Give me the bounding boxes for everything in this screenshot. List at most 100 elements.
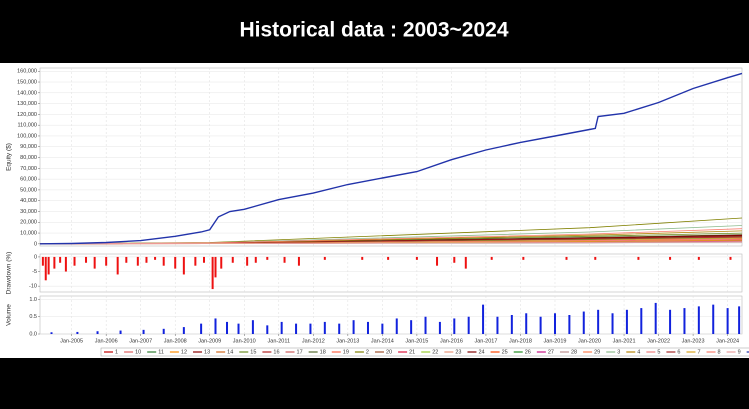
- bar: [338, 323, 341, 334]
- legend-label: 26: [525, 349, 531, 355]
- legend-label: 11: [158, 349, 164, 355]
- bar: [73, 256, 76, 266]
- legend-label: 29: [594, 349, 600, 355]
- y-tick-label: 70,000: [20, 166, 37, 172]
- bar: [64, 256, 67, 272]
- x-tick-label: Jan-2021: [613, 338, 636, 344]
- bar: [116, 256, 119, 275]
- y-axis-label: Drawdown (%): [6, 252, 13, 295]
- legend-label: 25: [502, 349, 508, 355]
- bar: [211, 256, 214, 290]
- series-line: [39, 241, 743, 245]
- bar: [119, 330, 122, 334]
- bar: [683, 308, 686, 334]
- y-tick-label: 110,000: [18, 123, 37, 129]
- y-tick-label: 120,000: [17, 112, 37, 118]
- bar: [251, 320, 254, 334]
- bar: [395, 318, 398, 334]
- plot-frame: [39, 253, 743, 293]
- legend-label: 14: [227, 349, 233, 355]
- legend-label: 17: [297, 349, 303, 355]
- bar: [410, 320, 413, 334]
- bar: [669, 256, 672, 260]
- bar: [283, 256, 286, 263]
- bar: [297, 256, 300, 266]
- y-tick-label: 90,000: [20, 144, 37, 150]
- legend-label: 8: [718, 349, 721, 355]
- bar: [145, 256, 148, 263]
- plot-frame: [39, 67, 743, 247]
- x-tick-label: Jan-2024: [716, 338, 739, 344]
- bar: [568, 315, 571, 334]
- bar: [47, 256, 50, 275]
- bar: [254, 256, 257, 263]
- x-tick-label: Jan-2010: [233, 338, 256, 344]
- bar: [361, 256, 364, 260]
- bar: [482, 304, 485, 334]
- bar: [214, 318, 217, 334]
- legend-label: 7: [697, 349, 700, 355]
- bar: [640, 308, 643, 334]
- legend-label: 22: [432, 349, 438, 355]
- plot-frame: [39, 295, 743, 335]
- bar: [85, 256, 88, 263]
- legend-label: 28: [571, 349, 577, 355]
- bar: [76, 331, 79, 334]
- bar: [226, 321, 229, 334]
- bar: [697, 306, 700, 334]
- bar: [200, 323, 203, 334]
- bar: [565, 256, 568, 260]
- y-tick-label: 140,000: [17, 90, 37, 96]
- bar: [597, 309, 600, 334]
- x-tick-label: Jan-2008: [164, 338, 187, 344]
- bar: [453, 318, 456, 334]
- legend-label: 1: [115, 349, 118, 355]
- legend-label: 10: [135, 349, 141, 355]
- x-tick-label: Jan-2017: [474, 338, 497, 344]
- x-tick-label: Jan-2011: [268, 338, 291, 344]
- x-tick-label: Jan-2006: [95, 338, 118, 344]
- y-tick-label: 0.5: [29, 314, 37, 320]
- y-tick-label: 50,000: [20, 187, 37, 193]
- bar: [654, 302, 657, 334]
- y-tick-label: 30,000: [20, 209, 37, 215]
- bar: [154, 256, 157, 260]
- legend-label: 16: [273, 349, 279, 355]
- bar: [162, 256, 165, 266]
- bar: [611, 313, 614, 334]
- bar: [490, 256, 493, 260]
- y-tick-label: 130,000: [17, 101, 37, 107]
- legend-label: 19: [343, 349, 349, 355]
- bar: [467, 316, 470, 334]
- bar: [231, 256, 234, 263]
- x-tick-label: Jan-2019: [544, 338, 567, 344]
- bar: [453, 256, 456, 263]
- legend-label: 23: [455, 349, 461, 355]
- bar: [387, 256, 390, 260]
- page-title: Historical data : 2003~2024: [239, 19, 508, 42]
- y-tick-label: 60,000: [20, 177, 37, 183]
- bar: [625, 309, 628, 334]
- bar: [44, 256, 47, 281]
- bar: [594, 256, 597, 260]
- bar: [182, 256, 185, 275]
- legend-label: 18: [320, 349, 326, 355]
- bar: [174, 256, 177, 269]
- bar: [142, 329, 145, 334]
- bar: [697, 256, 700, 260]
- bar: [323, 321, 326, 334]
- bar: [496, 316, 499, 334]
- series-line: [39, 72, 743, 245]
- bar: [125, 256, 128, 263]
- bar: [50, 332, 53, 334]
- bar: [366, 321, 369, 334]
- x-tick-label: Jan-2020: [578, 338, 601, 344]
- y-tick-label: 40,000: [20, 198, 37, 204]
- bar: [266, 256, 269, 260]
- y-tick-label: 1.0: [29, 297, 37, 303]
- bar: [436, 256, 439, 266]
- legend-label: 13: [204, 349, 210, 355]
- legend-label: 21: [409, 349, 415, 355]
- bar: [309, 323, 312, 334]
- bar: [510, 315, 513, 334]
